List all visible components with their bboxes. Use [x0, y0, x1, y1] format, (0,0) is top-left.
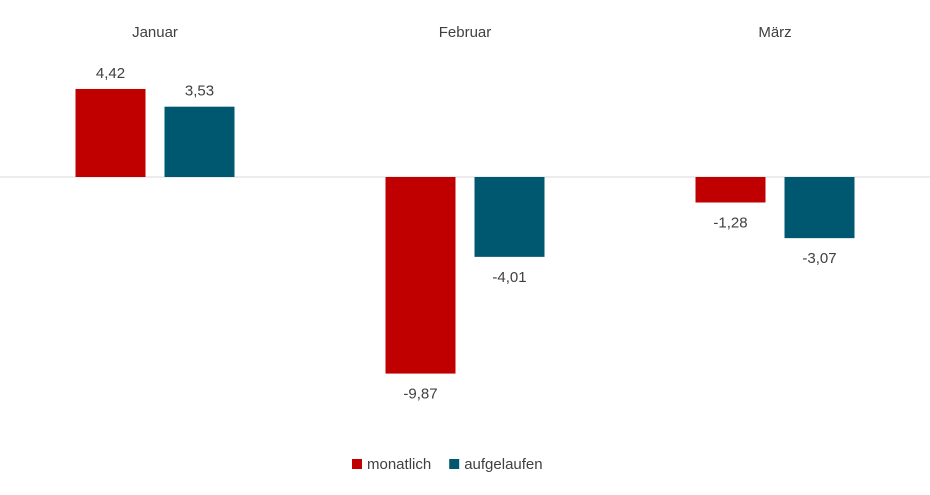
legend-swatch: [352, 459, 362, 469]
bar: [695, 177, 766, 203]
category-label: März: [758, 24, 791, 41]
value-label: -3,07: [802, 250, 836, 267]
value-label: -9,87: [403, 386, 437, 403]
value-label: -4,01: [492, 269, 526, 286]
bar: [385, 177, 456, 374]
legend-swatch: [449, 459, 460, 469]
bar: [784, 177, 855, 239]
value-label: 3,53: [185, 83, 214, 100]
bar: [474, 177, 545, 257]
category-label: Januar: [132, 24, 178, 41]
legend-label: monatlich: [367, 456, 431, 473]
value-label: -1,28: [713, 214, 747, 231]
bar: [75, 88, 146, 177]
value-label: 4,42: [96, 65, 125, 82]
category-label: Februar: [439, 24, 492, 41]
legend-label: aufgelaufen: [464, 456, 542, 473]
bar: [164, 106, 235, 177]
